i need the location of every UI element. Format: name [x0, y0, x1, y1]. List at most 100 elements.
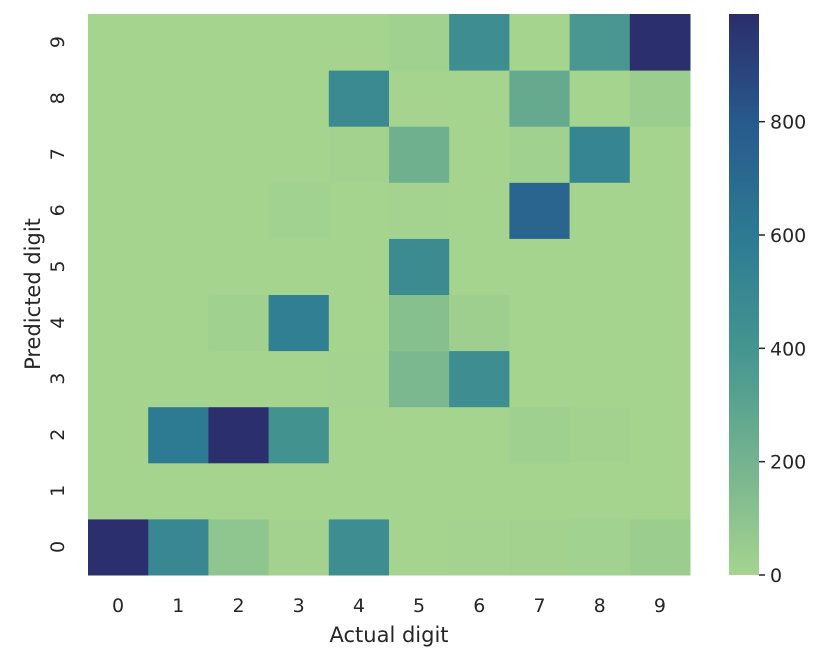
x-tick-label: 5	[413, 595, 425, 617]
x-axis-ticks: 0 1 2 3 4 5 6 7 8 9	[112, 595, 666, 617]
heatmap-cell-pred7-actual8	[569, 126, 631, 183]
y-tick-label: 4	[47, 317, 69, 329]
heatmap-cell-pred5-actual2	[208, 238, 270, 295]
heatmap-cell-pred0-actual8	[569, 518, 631, 576]
heatmap-cell-pred4-actual3	[268, 294, 330, 352]
heatmap-cell-pred3-actual5	[389, 350, 450, 408]
heatmap-cell-pred7-actual2	[208, 126, 270, 183]
heatmap-cell-pred8-actual5	[389, 70, 450, 127]
heatmap-cell-pred2-actual9	[629, 406, 691, 464]
heatmap-cell-pred4-actual7	[509, 294, 571, 352]
heatmap-cell-pred3-actual0	[88, 350, 149, 408]
heatmap-cell-pred0-actual5	[389, 518, 450, 576]
y-axis-ticks: 0 1 2 3 4 5 6 7 8 9	[47, 36, 69, 553]
heatmap-cell-pred0-actual7	[509, 518, 571, 576]
heatmap-cell-pred8-actual4	[328, 70, 390, 127]
heatmap-cell-pred2-actual1	[148, 406, 209, 464]
heatmap-cell-pred7-actual7	[509, 126, 571, 183]
heatmap-cell-pred6-actual5	[389, 182, 450, 239]
heatmap-cell-pred2-actual8	[569, 406, 631, 464]
heatmap-cell-pred9-actual7	[509, 14, 571, 71]
heatmap-cell-pred5-actual0	[88, 238, 149, 295]
heatmap-cell-pred6-actual7	[509, 182, 571, 239]
heatmap-cell-pred6-actual1	[148, 182, 209, 239]
heatmap-cell-pred9-actual5	[389, 14, 450, 71]
heatmap-cell-pred5-actual3	[268, 238, 330, 295]
heatmap-cell-pred2-actual3	[268, 406, 330, 464]
heatmap-cells	[88, 14, 691, 576]
colorbar-tick-label: 600	[770, 225, 806, 247]
heatmap-cell-pred8-actual7	[509, 70, 571, 127]
heatmap-cell-pred3-actual2	[208, 350, 270, 408]
heatmap-cell-pred6-actual4	[328, 182, 390, 239]
heatmap-cell-pred2-actual6	[449, 406, 510, 464]
colorbar-ticks: 0 200 400 600 800	[759, 112, 806, 587]
heatmap-cell-pred6-actual9	[629, 182, 691, 239]
x-tick-label: 9	[654, 595, 666, 617]
heatmap-cell-pred3-actual4	[328, 350, 390, 408]
heatmap-cell-pred1-actual1	[148, 462, 209, 520]
heatmap-cell-pred4-actual4	[328, 294, 390, 352]
colorbar-tick-label: 800	[770, 112, 806, 134]
heatmap-cell-pred6-actual0	[88, 182, 149, 239]
heatmap-cell-pred8-actual8	[569, 70, 631, 127]
heatmap-cell-pred4-actual9	[629, 294, 691, 352]
heatmap-cell-pred5-actual9	[629, 238, 691, 295]
heatmap-cell-pred0-actual0	[88, 518, 149, 576]
heatmap-cell-pred9-actual1	[148, 14, 209, 71]
x-tick-label: 8	[594, 595, 606, 617]
heatmap-cell-pred7-actual0	[88, 126, 149, 183]
y-tick-label: 8	[47, 92, 69, 104]
y-tick-label: 6	[47, 204, 69, 216]
heatmap-cell-pred9-actual2	[208, 14, 270, 71]
heatmap-cell-pred8-actual6	[449, 70, 510, 127]
y-tick-label: 5	[47, 260, 69, 272]
heatmap-cell-pred2-actual4	[328, 406, 390, 464]
colorbar	[729, 14, 759, 575]
heatmap-cell-pred9-actual8	[569, 14, 631, 71]
heatmap-cell-pred1-actual3	[268, 462, 330, 520]
heatmap-cell-pred7-actual9	[629, 126, 691, 183]
heatmap-cell-pred7-actual1	[148, 126, 209, 183]
x-tick-label: 0	[112, 595, 124, 617]
heatmap-cell-pred6-actual3	[268, 182, 330, 239]
heatmap-cell-pred2-actual7	[509, 406, 571, 464]
heatmap-cell-pred5-actual6	[449, 238, 510, 295]
y-axis-title: Predicted digit	[21, 218, 45, 370]
heatmap-cell-pred0-actual4	[328, 518, 390, 576]
heatmap-cell-pred1-actual2	[208, 462, 270, 520]
heatmap-cell-pred4-actual2	[208, 294, 270, 352]
heatmap-cell-pred1-actual7	[509, 462, 571, 520]
heatmap-cell-pred3-actual9	[629, 350, 691, 408]
heatmap-cell-pred8-actual9	[629, 70, 691, 127]
heatmap-cell-pred5-actual7	[509, 238, 571, 295]
heatmap-cell-pred9-actual4	[328, 14, 390, 71]
colorbar-tick-label: 200	[770, 452, 806, 474]
heatmap-cell-pred4-actual0	[88, 294, 149, 352]
heatmap-cell-pred1-actual4	[328, 462, 390, 520]
heatmap-cell-pred9-actual3	[268, 14, 330, 71]
x-tick-label: 1	[172, 595, 184, 617]
heatmap-cell-pred8-actual2	[208, 70, 270, 127]
heatmap-cell-pred1-actual0	[88, 462, 149, 520]
y-tick-label: 3	[47, 373, 69, 385]
y-tick-label: 1	[47, 485, 69, 497]
heatmap-cell-pred7-actual3	[268, 126, 330, 183]
y-tick-label: 0	[47, 541, 69, 553]
heatmap-cell-pred7-actual6	[449, 126, 510, 183]
heatmap-cell-pred9-actual0	[88, 14, 149, 71]
heatmap-cell-pred3-actual6	[449, 350, 510, 408]
heatmap-cell-pred0-actual9	[629, 518, 691, 576]
heatmap-cell-pred3-actual8	[569, 350, 631, 408]
heatmap-cell-pred0-actual3	[268, 518, 330, 576]
colorbar-tick-label: 0	[770, 565, 782, 587]
heatmap-cell-pred7-actual5	[389, 126, 450, 183]
heatmap-cell-pred1-actual6	[449, 462, 510, 520]
heatmap-cell-pred0-actual2	[208, 518, 270, 576]
heatmap-cell-pred2-actual2	[208, 406, 270, 464]
heatmap-cell-pred5-actual1	[148, 238, 209, 295]
heatmap-cell-pred9-actual9	[629, 14, 691, 71]
heatmap-cell-pred0-actual6	[449, 518, 510, 576]
